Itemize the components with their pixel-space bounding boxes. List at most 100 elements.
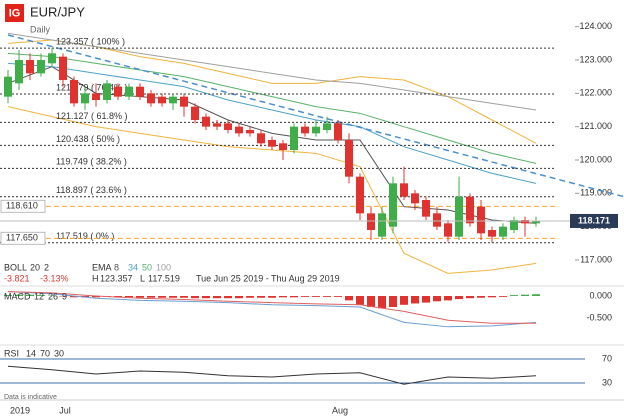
info-bg [0,262,300,284]
macd-bar [26,294,34,296]
candle-body [378,213,386,237]
macd-bar [389,295,397,307]
candle-body [466,196,474,224]
change: -3.821 [4,273,30,283]
panel-label: RSI [4,348,19,358]
candle-body [532,220,540,224]
level-box [0,199,46,213]
candle-body [411,193,419,204]
ema-period: 34 [128,262,138,272]
candle-body [367,213,375,230]
boll-param: 20 [30,262,40,272]
high: 123.357 [100,273,133,283]
macd-bar [268,295,276,298]
panel-param: 30 [54,348,64,358]
candle-body [103,83,111,100]
candle-body [169,96,177,104]
candle-body [4,76,12,97]
macd-bar [4,295,12,296]
macd-line [7,291,537,328]
fib-label: 117.519 ( 0% ) [56,231,114,241]
footnote: Data is indicative [4,394,57,401]
macd-bar [367,295,375,307]
candle-body [257,133,265,144]
candle-body [433,213,441,227]
macd-bar [180,295,188,298]
y-tick-label: 124.000 [579,21,612,31]
macd-bar [301,295,309,297]
y-tick-label: 122.000 [579,88,612,98]
macd-bar [532,294,540,296]
candle-body [279,143,287,150]
ema-period: 100 [156,262,171,272]
fib-label: 121.127 ( 61.8% ) [56,111,128,121]
macd-bar [15,294,23,296]
candle-body [323,123,331,130]
macd-bar [290,295,298,298]
candle-body [48,53,56,64]
macd-bar [433,295,441,302]
macd-bar [257,295,265,298]
x-tick-label: 2019 [10,405,30,415]
y-tick-label: 30 [602,377,612,387]
macd-bar [147,295,155,298]
candle-body [345,140,353,177]
y-tick-label: 119.000 [580,188,612,198]
candle-body [510,220,518,230]
x-tick-label: Aug [332,405,348,415]
candle-body [422,200,430,217]
boll-label: BOLL [4,262,27,272]
macd-bar [92,295,100,298]
y-tick-label: 123.000 [579,54,612,64]
candle-body [213,123,221,127]
candle-body [26,60,34,74]
rsi-line [7,365,537,385]
candle-body [290,126,298,150]
low-label: L [140,273,145,283]
overlay-line [7,32,537,111]
candle-body [15,60,23,84]
macd-bar [444,295,452,301]
candle-body [92,93,100,100]
macd-bar [488,295,496,298]
panel-param: 26 [48,291,58,301]
candle-body [136,86,144,97]
last-price-box [570,213,618,228]
y-tick-label: 120.000 [579,154,612,164]
macd-bar [334,295,342,297]
level-label: 117.650 [6,233,38,243]
macd-bar [411,295,419,304]
macd-bar [378,295,386,309]
candle-body [202,116,210,127]
macd-bar [455,295,463,300]
candle-body [224,123,232,130]
panel-param: 70 [40,348,50,358]
panel-param: 9 [62,291,67,301]
macd-bar [422,295,430,303]
fib-label: 121.979 ( 76.4% ) [56,82,128,92]
macd-bar [235,295,243,299]
candle-body [400,183,408,197]
level-label: 118.610 [6,201,38,211]
fib-label: 118.897 ( 23.6% ) [56,185,127,195]
interval: Daily [30,24,51,34]
level-box [0,231,46,245]
trendline [7,34,624,198]
macd-bar [521,294,529,296]
candle-body [455,196,463,237]
candle-body [235,126,243,134]
candle-body [356,176,364,214]
candle-body [147,93,155,104]
macd-bar [37,295,45,296]
macd-bar [213,295,221,299]
x-tick-label: Jul [59,405,71,415]
last-price-label: 118.171 [578,215,610,225]
overlay-line [7,62,537,184]
macd-bar [323,295,331,297]
macd-bar [345,295,353,301]
y-tick-label: 0.000 [589,290,612,300]
signal-line [7,291,536,324]
macd-bar [125,295,133,298]
macd-bar [510,295,518,296]
